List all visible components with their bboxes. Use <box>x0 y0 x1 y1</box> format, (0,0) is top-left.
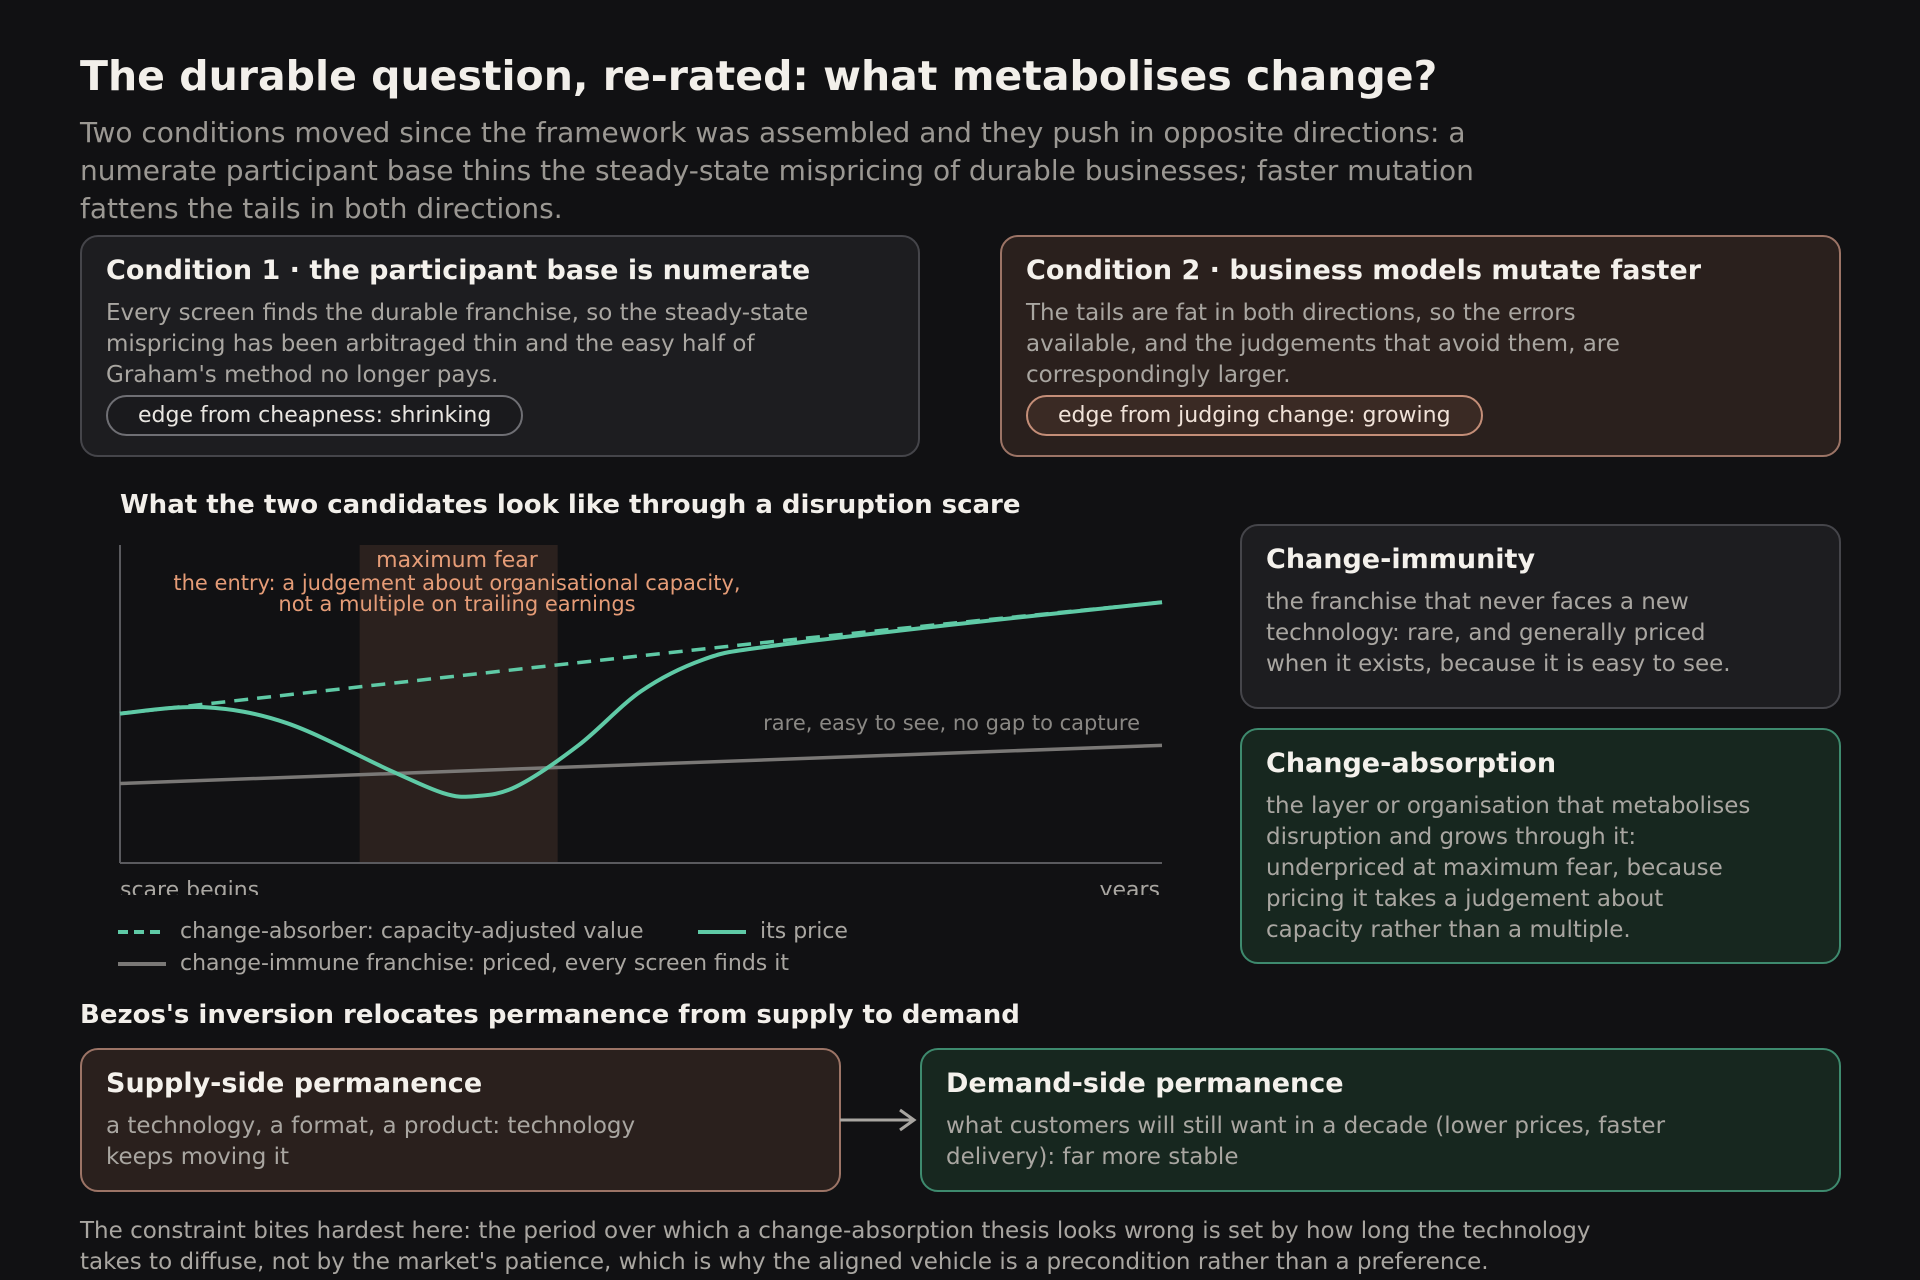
legend-item-immune: change-immune franchise: priced, every s… <box>118 951 789 976</box>
x-end-label: years <box>1099 878 1160 895</box>
demand-side-title: Demand-side permanence <box>946 1068 1344 1099</box>
legend-item-value: change-absorber: capacity-adjusted value <box>118 919 643 944</box>
page-subtitle: Two conditions moved since the framework… <box>80 116 1474 225</box>
change-absorption-title: Change-absorption <box>1266 748 1557 779</box>
supply-side-title: Supply-side permanence <box>106 1068 483 1099</box>
legend-item-price: its price <box>698 919 848 944</box>
change-immunity-title: Change-immunity <box>1266 544 1536 575</box>
condition-1-card: Condition 1 · the participant base is nu… <box>80 235 920 457</box>
dashed-line-swatch <box>118 929 166 934</box>
fear-band <box>359 545 558 863</box>
legend-label-price: its price <box>760 919 848 944</box>
demand-side-body: what customers will still want in a deca… <box>946 1113 1666 1170</box>
legend-label-immune: change-immune franchise: priced, every s… <box>180 951 789 976</box>
supply-side-body: a technology, a format, a product: techn… <box>106 1113 636 1170</box>
arrow-right-icon <box>840 1108 917 1132</box>
absorber-price-line <box>119 600 1163 799</box>
condition-2-body: The tails are fat in both directions, so… <box>1026 300 1620 388</box>
immune-franchise-line <box>119 743 1163 786</box>
condition-2-card: Condition 2 · business models mutate fas… <box>1000 235 1841 457</box>
change-absorption-card: Change-absorption the layer or organisat… <box>1240 728 1841 964</box>
entry-annotation-line-2: not a multiple on trailing earnings <box>278 592 635 616</box>
condition-1-title: Condition 1 · the participant base is nu… <box>106 255 811 286</box>
chart-heading: What the two candidates look like throug… <box>120 490 1021 520</box>
change-immunity-card: Change-immunity the franchise that never… <box>1240 524 1841 709</box>
solid-line-swatch <box>698 929 746 934</box>
condition-2-pill: edge from judging change: growing <box>1026 395 1483 436</box>
page-title: The durable question, re-rated: what met… <box>80 52 1438 100</box>
change-absorption-body: the layer or organisation that metabolis… <box>1266 793 1751 943</box>
condition-1-pill: edge from cheapness: shrinking <box>106 395 524 436</box>
maximum-fear-label: maximum fear <box>376 548 539 573</box>
supply-side-card: Supply-side permanence a technology, a f… <box>80 1048 841 1192</box>
condition-1-body: Every screen finds the durable franchise… <box>106 300 809 388</box>
legend-label-value: change-absorber: capacity-adjusted value <box>180 919 644 944</box>
immune-annotation: rare, easy to see, no gap to capture <box>763 711 1140 735</box>
condition-2-title: Condition 2 · business models mutate fas… <box>1026 255 1702 286</box>
change-immunity-body: the franchise that never faces a new tec… <box>1266 589 1731 677</box>
x-start-label: scare begins <box>120 878 259 895</box>
grey-line-swatch <box>118 961 166 966</box>
inversion-heading: Bezos's inversion relocates permanence f… <box>80 1000 1020 1030</box>
footer-note: The constraint bites hardest here: the p… <box>80 1218 1591 1275</box>
disruption-chart: maximum fear the entry: a judgement abou… <box>119 545 1163 895</box>
demand-side-card: Demand-side permanence what customers wi… <box>920 1048 1841 1192</box>
entry-annotation-line-1: the entry: a judgement about organisatio… <box>173 571 740 595</box>
